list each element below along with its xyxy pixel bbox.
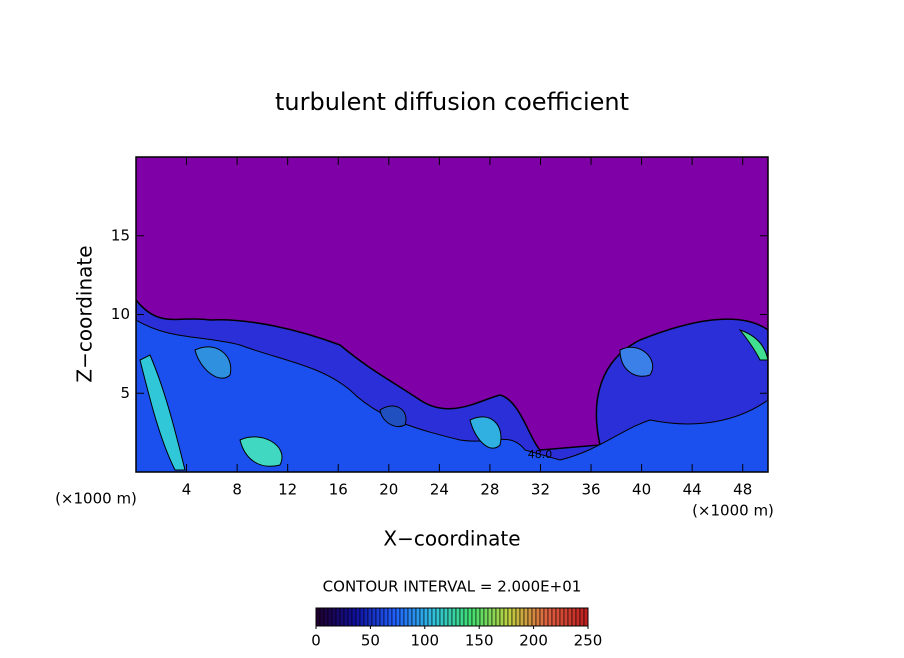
x-tick-label: 20 xyxy=(379,481,398,499)
colorbar-swatch xyxy=(499,607,505,627)
colorbar-swatch xyxy=(539,607,545,627)
colorbar-tick-label: 50 xyxy=(361,632,380,650)
colorbar-swatch xyxy=(467,607,473,627)
y-tick-label: 15 xyxy=(111,226,130,244)
y-axis-label: Z−coordinate xyxy=(73,245,97,382)
x-tick-label: 44 xyxy=(683,481,702,499)
chart-title: turbulent diffusion coefficient xyxy=(275,88,629,116)
colorbar-swatch xyxy=(315,607,321,627)
colorbar-swatch xyxy=(411,607,417,627)
colorbar-swatch xyxy=(327,607,333,627)
colorbar-swatch xyxy=(335,607,341,627)
colorbar-swatch xyxy=(451,607,457,627)
colorbar-swatch xyxy=(511,607,517,627)
colorbar-swatch xyxy=(503,607,509,627)
field xyxy=(136,157,768,472)
x-tick-label: 16 xyxy=(329,481,348,499)
colorbar-frame xyxy=(315,607,589,627)
colorbar-swatch xyxy=(547,607,553,627)
contour-label: 48.0 xyxy=(528,448,553,461)
colorbar-swatch xyxy=(487,607,493,627)
x-unit: (×1000 m) xyxy=(692,502,774,520)
colorbar-swatch xyxy=(423,607,429,627)
colorbar-swatch xyxy=(395,607,401,627)
colorbar-swatch xyxy=(351,607,357,627)
colorbar-swatch xyxy=(479,607,485,627)
colorbar-swatch xyxy=(355,607,361,627)
colorbar-swatch xyxy=(507,607,513,627)
y-unit: (×1000 m) xyxy=(55,490,137,508)
colorbar-swatch xyxy=(483,607,489,627)
x-axis-label: X−coordinate xyxy=(383,527,520,551)
colorbar-swatch xyxy=(567,607,573,627)
colorbar-swatch xyxy=(367,607,373,627)
colorbar-swatch xyxy=(571,607,577,627)
colorbar-title: CONTOUR INTERVAL = 2.000E+01 xyxy=(323,578,582,596)
colorbar-swatch xyxy=(419,607,425,627)
colorbar-swatch xyxy=(519,607,525,627)
colorbar-tick-label: 100 xyxy=(410,632,439,650)
colorbar-swatch xyxy=(371,607,377,627)
colorbar-swatch xyxy=(563,607,569,627)
x-tick-label: 36 xyxy=(581,481,600,499)
colorbar-swatch xyxy=(535,607,541,627)
x-tick-label: 4 xyxy=(182,481,192,499)
colorbar-swatch xyxy=(447,607,453,627)
colorbar-swatch xyxy=(555,607,561,627)
colorbar-swatch xyxy=(359,607,365,627)
colorbar-swatch xyxy=(463,607,469,627)
colorbar-tick-label: 200 xyxy=(519,632,548,650)
colorbar-swatch xyxy=(523,607,529,627)
colorbar-swatch xyxy=(515,607,521,627)
colorbar-swatch xyxy=(531,607,537,627)
colorbar-swatch xyxy=(407,607,413,627)
colorbar-swatch xyxy=(443,607,449,627)
colorbar-swatch xyxy=(475,607,481,627)
x-tick-label: 32 xyxy=(531,481,550,499)
y-tick-label: 5 xyxy=(120,384,130,402)
colorbar-tick-label: 150 xyxy=(465,632,494,650)
colorbar-swatch xyxy=(339,607,345,627)
colorbar-swatch xyxy=(527,607,533,627)
colorbar-swatch xyxy=(583,607,589,627)
colorbar-swatch xyxy=(391,607,397,627)
colorbar-swatch xyxy=(387,607,393,627)
colorbar-swatch xyxy=(343,607,349,627)
colorbar-swatch xyxy=(455,607,461,627)
colorbar-swatch xyxy=(579,607,585,627)
x-tick-label: 40 xyxy=(632,481,651,499)
colorbar-tick-label: 0 xyxy=(311,632,321,650)
colorbar-swatch xyxy=(459,607,465,627)
x-tick-label: 48 xyxy=(733,481,752,499)
colorbar-tick-label: 250 xyxy=(574,632,603,650)
x-tick-label: 12 xyxy=(278,481,297,499)
x-tick-label: 28 xyxy=(480,481,499,499)
colorbar-swatch xyxy=(399,607,405,627)
colorbar-swatch xyxy=(435,607,441,627)
colorbar-swatch xyxy=(375,607,381,627)
colorbar-swatch xyxy=(491,607,497,627)
x-tick-label: 24 xyxy=(430,481,449,499)
colorbar-swatch xyxy=(431,607,437,627)
colorbar-swatch xyxy=(559,607,565,627)
colorbar-swatch xyxy=(543,607,549,627)
colorbar-swatch xyxy=(439,607,445,627)
colorbar-swatch xyxy=(415,607,421,627)
y-tick-label: 10 xyxy=(111,305,130,323)
colorbar-swatch xyxy=(575,607,581,627)
colorbar-swatch xyxy=(331,607,337,627)
colorbar-swatch xyxy=(403,607,409,627)
colorbar-swatch xyxy=(427,607,433,627)
colorbar-swatch xyxy=(363,607,369,627)
colorbar-swatch xyxy=(495,607,501,627)
colorbar-swatch xyxy=(551,607,557,627)
colorbar-swatch xyxy=(383,607,389,627)
x-tick-label: 8 xyxy=(232,481,242,499)
colorbar-swatch xyxy=(323,607,329,627)
colorbar-swatch xyxy=(379,607,385,627)
colorbar-swatch xyxy=(347,607,353,627)
colorbar-swatch xyxy=(319,607,325,627)
colorbar-swatch xyxy=(471,607,477,627)
